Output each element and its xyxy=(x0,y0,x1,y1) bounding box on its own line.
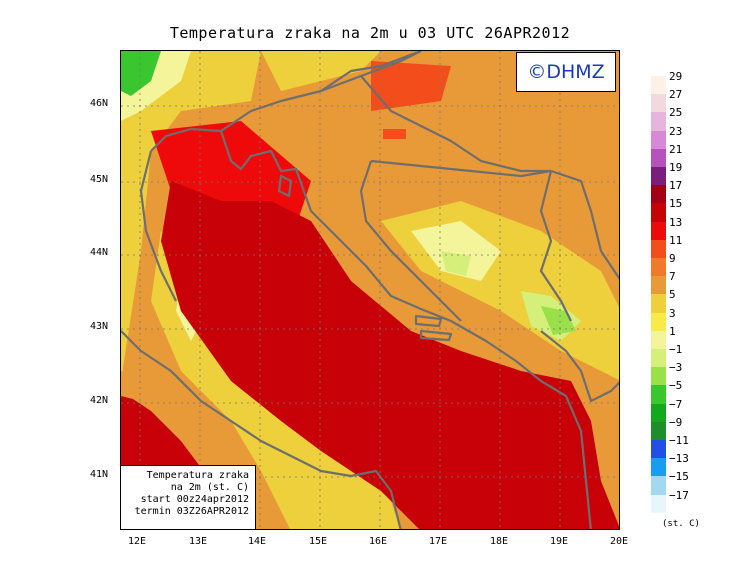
island-brac xyxy=(414,314,443,328)
lon-label-16e: 16E xyxy=(368,536,388,547)
info-line-start: start 00z24apr2012 xyxy=(140,494,249,505)
lat-label-41n: 41N xyxy=(90,469,109,480)
legend-swatch xyxy=(651,440,666,459)
legend-swatch xyxy=(651,148,666,168)
map-title: Temperatura zraka na 2m u 03 UTC 26APR20… xyxy=(169,24,571,42)
legend-label: 25 xyxy=(669,106,683,120)
lat-label-46n: 46N xyxy=(90,98,109,109)
legend-swatch xyxy=(651,221,666,241)
legend-unit: (st. C) xyxy=(662,519,700,529)
lon-label-18e: 18E xyxy=(489,536,509,547)
lat-label-45n: 45N xyxy=(90,174,109,185)
legend-label: 13 xyxy=(669,215,683,229)
legend-swatch xyxy=(651,330,666,350)
legend-label: −7 xyxy=(669,397,683,411)
field-land-colder-spot-1 xyxy=(441,251,471,276)
lon-label-12e: 12E xyxy=(127,536,147,547)
legend-swatch xyxy=(651,458,666,477)
legend-label: 15 xyxy=(669,197,683,211)
legend-label: −11 xyxy=(669,434,689,447)
map-canvas xyxy=(121,51,619,529)
legend-swatch xyxy=(651,276,666,295)
legend-swatch xyxy=(651,185,666,204)
legend-swatch xyxy=(651,112,666,132)
legend-label: 1 xyxy=(669,324,676,338)
legend-label: 29 xyxy=(669,70,683,83)
lat-label-43n: 43N xyxy=(90,321,109,332)
legend-swatch xyxy=(651,239,666,259)
legend-label: 19 xyxy=(669,161,683,174)
lon-label-20e: 20E xyxy=(609,536,629,547)
legend-swatch xyxy=(651,403,666,423)
legend-swatch xyxy=(651,385,666,405)
legend-label: 9 xyxy=(669,252,676,265)
legend-label: −13 xyxy=(669,452,689,466)
legend-swatch xyxy=(651,167,666,186)
legend-label: 21 xyxy=(669,142,683,156)
legend-label: −17 xyxy=(669,488,689,502)
legend-swatch xyxy=(651,312,666,332)
border-bosnia-north xyxy=(370,159,552,178)
legend-swatch xyxy=(651,476,666,496)
info-box: Temperatura zraka na 2m (st. C) start 00… xyxy=(120,465,256,530)
island-krk xyxy=(277,174,293,198)
legend-swatch xyxy=(651,349,666,368)
border-montenegro xyxy=(540,330,619,403)
coastline-italy xyxy=(121,330,402,529)
border-bosnia-west xyxy=(359,160,462,322)
legend-swatch xyxy=(651,494,666,514)
field-sea-warm xyxy=(161,181,619,529)
legend-label: 27 xyxy=(669,88,683,102)
info-line-termin: termin 03Z26APR2012 xyxy=(134,506,249,517)
legend-label: 7 xyxy=(669,270,676,284)
legend-swatch xyxy=(651,94,666,113)
coastline-croatia xyxy=(150,127,592,529)
lat-label-44n: 44N xyxy=(90,247,109,258)
legend-swatch xyxy=(651,421,666,441)
field-land-mild-north xyxy=(261,51,381,91)
legend-label: −15 xyxy=(669,470,689,484)
legend-swatch xyxy=(651,130,666,150)
legend-swatch xyxy=(651,294,666,314)
field-land-cold-bosnia xyxy=(411,221,501,281)
temperature-map xyxy=(120,50,620,530)
field-land-very-warm-spot xyxy=(383,129,406,139)
legend-swatch xyxy=(651,203,666,223)
legend-swatch xyxy=(651,367,666,386)
legend-swatch xyxy=(651,258,666,277)
legend-label: 23 xyxy=(669,124,683,138)
legend-label: 17 xyxy=(669,179,683,193)
legend-label: −9 xyxy=(669,415,683,429)
lat-label-42n: 42N xyxy=(90,395,109,406)
legend-label: −1 xyxy=(669,343,683,356)
dhmz-logo: ©DHMZ xyxy=(516,52,616,92)
lon-label-19e: 19E xyxy=(549,536,569,547)
lon-label-17e: 17E xyxy=(428,536,448,547)
lon-label-15e: 15E xyxy=(308,536,328,547)
legend-label: −5 xyxy=(669,379,683,393)
border-hungary-austria xyxy=(320,51,422,92)
border-croatia-hungary xyxy=(360,75,551,173)
island-hvar xyxy=(419,329,453,342)
legend-swatch xyxy=(651,76,666,95)
legend-label: 3 xyxy=(669,306,676,320)
legend-label: −3 xyxy=(669,361,683,375)
border-bosnia-east xyxy=(539,170,572,322)
field-land-very-warm-north xyxy=(371,61,451,111)
lon-label-14e: 14E xyxy=(247,536,267,547)
legend-label: 11 xyxy=(669,233,683,247)
lon-label-13e: 13E xyxy=(188,536,208,547)
info-line-unit: na 2m (st. C) xyxy=(170,482,249,493)
coastline-italy-north xyxy=(139,150,177,302)
field-land-warm-south xyxy=(121,371,181,421)
field-land-green-spot xyxy=(541,306,576,335)
border-serbia xyxy=(550,169,619,280)
field-alps-green xyxy=(121,51,161,96)
info-line-variable: Temperatura zraka xyxy=(146,470,249,481)
legend-label: 5 xyxy=(669,288,676,302)
color-legend: 29 27 25 23 21 19 17 15 13 11 9 7 5 3 1 −1 −3 −5 −7 −9 −11 −1… xyxy=(651,70,717,514)
